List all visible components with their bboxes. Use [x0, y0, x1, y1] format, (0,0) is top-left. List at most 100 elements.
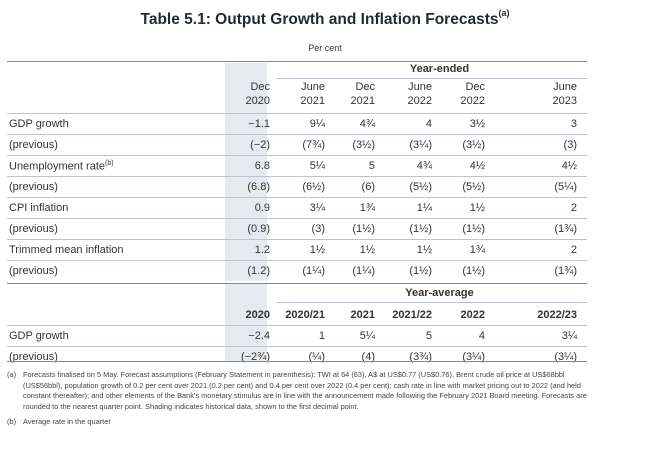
- row-label-footnote-marker: (b): [105, 160, 114, 167]
- table-row: GDP growth −1.1 9¼ 4¾ 4 3½ 3: [7, 113, 587, 134]
- table-cell: 1: [318, 330, 325, 342]
- table-cell: (5¼): [554, 181, 577, 193]
- table-row: (previous) (−2) (7¾) (3½) (3¼) (3½) (3): [7, 134, 587, 155]
- column-header-0: Dec 2020: [210, 80, 270, 108]
- row-label: GDP growth: [9, 118, 69, 130]
- table-cell: 3½: [469, 118, 485, 130]
- column-header-line2: 2021: [300, 95, 325, 107]
- table-cell: (5½): [409, 181, 432, 193]
- row-label-text: (previous): [9, 139, 58, 151]
- table-subtitle: Per cent: [308, 43, 342, 53]
- historical-shading-bottom: [225, 283, 267, 361]
- table-cell: 5: [368, 160, 375, 172]
- column-header-line2: 2022: [407, 95, 432, 107]
- column-header-line2: 2020: [245, 95, 270, 107]
- column-header-line1: Dec: [355, 81, 375, 93]
- row-label: CPI inflation: [9, 202, 68, 214]
- table-cell: (1½): [409, 265, 432, 277]
- table-cell: (3½): [462, 139, 485, 151]
- table-cell: 3: [570, 118, 577, 130]
- row-label-text: (previous): [9, 223, 58, 235]
- table-cell: (1½): [462, 265, 485, 277]
- footnote-b: (b) Average rate in the quarter: [7, 417, 587, 428]
- table-cell: (3): [563, 139, 577, 151]
- column-header-line2: 2022: [460, 95, 485, 107]
- table-cell: (1¾): [554, 223, 577, 235]
- table-top-rule: [7, 61, 587, 62]
- table-cell: −2.4: [248, 330, 270, 342]
- column-header-line1: June: [301, 81, 325, 93]
- column-header-4: Dec 2022: [425, 80, 485, 108]
- table-cell: 1½: [359, 244, 375, 256]
- column-header-1: June 2021: [265, 80, 325, 108]
- table-row: (previous) (1.2) (1¼) (1¼) (1½) (1½) (1¾): [7, 260, 587, 281]
- column-header-avg-1: 2020/21: [285, 309, 325, 321]
- group-header-year-average: Year-average: [405, 287, 474, 299]
- row-label-text: (previous): [9, 181, 58, 193]
- table-cell: 2: [570, 244, 577, 256]
- table-title-block: Table 5.1: Output Growth and Inflation F…: [0, 8, 650, 29]
- table-cell: 9¼: [309, 118, 325, 130]
- column-header-avg-0: 2020: [245, 309, 270, 321]
- table-cell: (5½): [462, 181, 485, 193]
- table-bottom-rule: [7, 361, 587, 362]
- row-label-text: CPI inflation: [9, 202, 69, 214]
- table-row: (previous) (6.8) (6½) (6) (5½) (5½) (5¼): [7, 176, 587, 197]
- column-header-line2: 2021: [350, 95, 375, 107]
- table-cell: (6.8): [247, 181, 270, 193]
- table-row: Trimmed mean inflation 1.2 1½ 1½ 1½ 1¾ 2: [7, 239, 587, 260]
- table-cell: 1¾: [469, 244, 485, 256]
- table-cell: 5¼: [359, 330, 375, 342]
- row-label: GDP growth: [9, 330, 69, 342]
- table-cell: (1.2): [247, 265, 270, 277]
- table-cell: 1.2: [254, 244, 270, 256]
- row-label-text: Trimmed mean inflation: [9, 244, 124, 256]
- row-label: Trimmed mean inflation: [9, 244, 124, 256]
- column-header-line1: June: [553, 81, 577, 93]
- table-cell: 2: [570, 202, 577, 214]
- table-row: (previous) (−2¾) (¼) (4) (3¾) (3¼) (3¼): [7, 346, 587, 367]
- table-cell: (1½): [462, 223, 485, 235]
- column-header-avg-2: 2021: [350, 309, 375, 321]
- table-cell: 3¼: [309, 202, 325, 214]
- column-header-line1: Dec: [465, 81, 485, 93]
- table-cell: (1¼): [302, 265, 325, 277]
- row-label: (previous): [9, 139, 58, 151]
- table-cell: 4½: [469, 160, 485, 172]
- title-footnote-marker: (a): [498, 8, 510, 18]
- table-cell: 5: [425, 330, 432, 342]
- table-cell: 0.9: [254, 202, 270, 214]
- table-cell: 3¼: [561, 330, 577, 342]
- table-cell: (1½): [409, 223, 432, 235]
- table-row: Unemployment rate(b) 6.8 5¼ 5 4¾ 4½ 4½: [7, 155, 587, 176]
- column-header-3: June 2022: [372, 80, 432, 108]
- table-cell: 1¾: [359, 202, 375, 214]
- section-rule: [7, 283, 587, 284]
- footnote-a: (a) Forecasts finalised on 5 May. Foreca…: [7, 370, 587, 412]
- table-cell: (3¼): [409, 139, 432, 151]
- table-cell: (1¾): [554, 265, 577, 277]
- table-cell: 5¼: [309, 160, 325, 172]
- table-cell: (4): [361, 351, 375, 363]
- table-cell: 4½: [561, 160, 577, 172]
- footnote-b-text: Average rate in the quarter: [23, 417, 111, 427]
- row-label-text: GDP growth: [9, 118, 69, 130]
- table-cell: 1½: [416, 244, 432, 256]
- group-header-year-ended: Year-ended: [409, 63, 470, 75]
- table-row: CPI inflation 0.9 3¼ 1¾ 1¼ 1½ 2: [7, 197, 587, 218]
- column-header-avg-5: 2022/23: [537, 309, 577, 321]
- table-row: GDP growth −2.4 1 5¼ 5 4 3¼: [7, 325, 587, 346]
- table-row: (previous) (0.9) (3) (1½) (1½) (1½) (1¾): [7, 218, 587, 239]
- row-label: Unemployment rate(b): [9, 160, 114, 173]
- table-title: Table 5.1: Output Growth and Inflation F…: [140, 11, 499, 28]
- column-header-line1: June: [408, 81, 432, 93]
- table-cell: (0.9): [247, 223, 270, 235]
- table-cell: (3¼): [462, 351, 485, 363]
- table-cell: (6): [361, 181, 375, 193]
- table-cell: (7¾): [302, 139, 325, 151]
- table-cell: (¼): [308, 351, 326, 363]
- footnote-a-marker: (a): [7, 370, 17, 379]
- column-header-2: Dec 2021: [315, 80, 375, 108]
- table-cell: (6½): [302, 181, 325, 193]
- group-underline: [277, 78, 587, 79]
